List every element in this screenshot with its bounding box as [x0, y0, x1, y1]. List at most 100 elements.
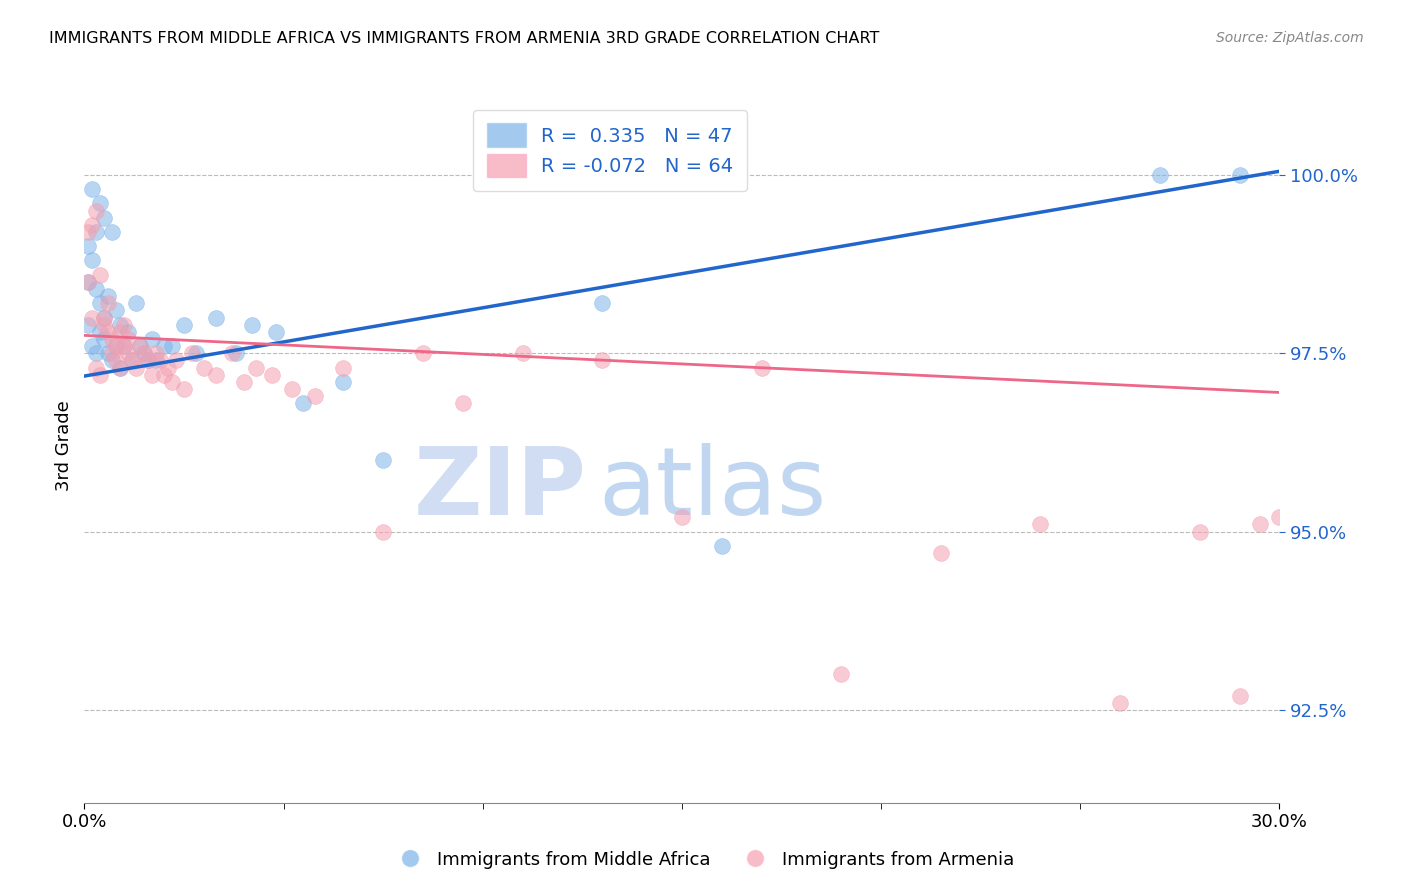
Point: [136, 353, 159, 368]
Point: [93, 211, 115, 225]
Point: [751, 360, 773, 375]
Point: [1329, 368, 1351, 382]
Point: [1229, 689, 1251, 703]
Point: [129, 339, 152, 353]
Point: [332, 375, 354, 389]
Point: [1249, 517, 1271, 532]
Text: Source: ZipAtlas.com: Source: ZipAtlas.com: [1216, 31, 1364, 45]
Point: [184, 346, 207, 360]
Point: [292, 396, 315, 410]
Point: [125, 296, 148, 310]
Legend: R =  0.335   N = 47, R = -0.072   N = 64: R = 0.335 N = 47, R = -0.072 N = 64: [474, 110, 747, 191]
Point: [141, 368, 163, 382]
Point: [205, 310, 228, 325]
Point: [77, 275, 100, 289]
Point: [101, 353, 124, 368]
Point: [149, 353, 172, 368]
Point: [153, 368, 176, 382]
Point: [82, 182, 104, 196]
Point: [82, 218, 104, 232]
Point: [153, 339, 176, 353]
Point: [97, 346, 120, 360]
Point: [591, 353, 613, 368]
Point: [110, 325, 132, 339]
Point: [77, 275, 100, 289]
Point: [412, 346, 434, 360]
Point: [101, 332, 124, 346]
Point: [132, 346, 156, 360]
Point: [221, 346, 243, 360]
Point: [280, 382, 302, 396]
Point: [165, 353, 187, 368]
Legend: Immigrants from Middle Africa, Immigrants from Armenia: Immigrants from Middle Africa, Immigrant…: [384, 844, 1022, 876]
Point: [77, 225, 100, 239]
Point: [82, 339, 104, 353]
Text: IMMIGRANTS FROM MIDDLE AFRICA VS IMMIGRANTS FROM ARMENIA 3RD GRADE CORRELATION C: IMMIGRANTS FROM MIDDLE AFRICA VS IMMIGRA…: [49, 31, 880, 46]
Point: [93, 318, 115, 332]
Point: [89, 268, 111, 282]
Point: [145, 346, 167, 360]
Point: [830, 667, 852, 681]
Point: [110, 360, 132, 375]
Point: [112, 339, 135, 353]
Point: [82, 310, 104, 325]
Point: [129, 339, 152, 353]
Point: [205, 368, 228, 382]
Point: [117, 332, 139, 346]
Point: [1149, 168, 1171, 182]
Point: [105, 339, 128, 353]
Point: [232, 375, 254, 389]
Point: [86, 203, 108, 218]
Point: [101, 346, 124, 360]
Point: [225, 346, 247, 360]
Point: [93, 332, 115, 346]
Point: [86, 346, 108, 360]
Point: [105, 339, 128, 353]
Point: [110, 318, 132, 332]
Point: [1268, 510, 1291, 524]
Point: [160, 339, 183, 353]
Point: [710, 539, 733, 553]
Point: [1029, 517, 1052, 532]
Point: [1288, 346, 1310, 360]
Text: ZIP: ZIP: [413, 442, 586, 535]
Point: [1308, 360, 1330, 375]
Point: [1188, 524, 1211, 539]
Point: [89, 296, 111, 310]
Point: [93, 310, 115, 325]
Text: atlas: atlas: [599, 442, 827, 535]
Point: [86, 360, 108, 375]
Point: [101, 225, 124, 239]
Point: [97, 325, 120, 339]
Point: [132, 346, 156, 360]
Point: [240, 318, 263, 332]
Point: [117, 325, 139, 339]
Point: [89, 368, 111, 382]
Point: [373, 524, 395, 539]
Point: [97, 296, 120, 310]
Point: [181, 346, 204, 360]
Point: [117, 346, 139, 360]
Point: [86, 282, 108, 296]
Point: [112, 339, 135, 353]
Point: [121, 353, 143, 368]
Point: [77, 239, 100, 253]
Point: [245, 360, 267, 375]
Point: [373, 453, 395, 467]
Point: [451, 396, 474, 410]
Point: [332, 360, 354, 375]
Point: [89, 325, 111, 339]
Point: [193, 360, 215, 375]
Point: [512, 346, 534, 360]
Point: [121, 353, 143, 368]
Point: [173, 318, 195, 332]
Point: [105, 303, 128, 318]
Point: [591, 296, 613, 310]
Point: [157, 360, 180, 375]
Point: [97, 289, 120, 303]
Point: [112, 318, 135, 332]
Point: [145, 353, 167, 368]
Point: [82, 253, 104, 268]
Point: [141, 332, 163, 346]
Point: [1229, 168, 1251, 182]
